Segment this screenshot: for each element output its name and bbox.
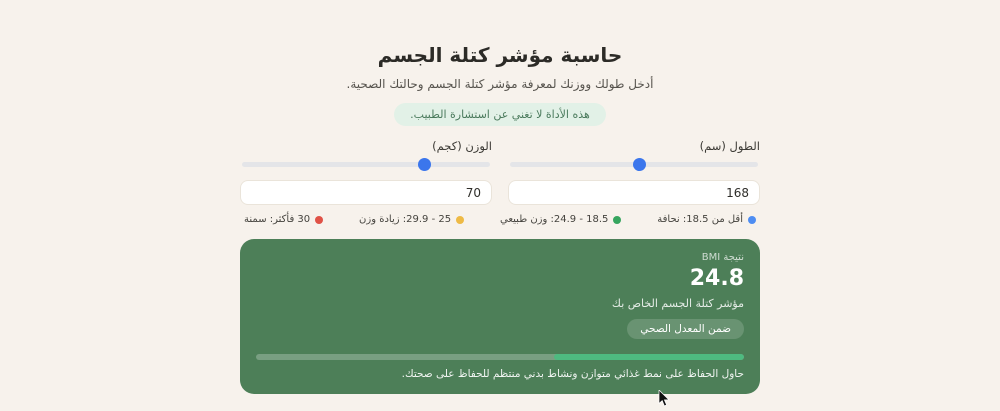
legend-item-normal: 18.5 - 24.9: وزن طبيعي bbox=[500, 214, 622, 226]
result-heading: نتيجة BMI bbox=[701, 252, 744, 263]
height-field: الطول (سم) bbox=[508, 139, 760, 205]
bmi-legend: أقل من 18.5: نحافة 18.5 - 24.9: وزن طبيع… bbox=[240, 214, 760, 226]
weight-input[interactable] bbox=[240, 180, 492, 205]
obese-dot-icon bbox=[315, 216, 324, 224]
legend-label: 18.5 - 24.9: وزن طبيعي bbox=[500, 214, 609, 225]
legend-label: 30 فأكثر: سمنة bbox=[244, 214, 311, 225]
overweight-dot-icon bbox=[456, 216, 465, 224]
height-input[interactable] bbox=[508, 180, 760, 205]
weight-slider-track[interactable] bbox=[242, 162, 490, 167]
normal-dot-icon bbox=[613, 216, 622, 224]
height-slider-thumb[interactable] bbox=[633, 158, 647, 171]
legend-item-overweight: 25 - 29.9: زيادة وزن bbox=[359, 214, 465, 226]
disclaimer-wrap: هذه الأداة لا تغني عن استشارة الطبيب. bbox=[240, 103, 760, 126]
legend-label: أقل من 18.5: نحافة bbox=[657, 214, 743, 225]
result-caption: مؤشر كتلة الجسم الخاص بك bbox=[611, 297, 744, 310]
height-label: الطول (سم) bbox=[699, 139, 760, 153]
input-fields-row: الطول (سم) الوزن (كجم) bbox=[240, 139, 760, 205]
mouse-cursor-icon bbox=[658, 390, 670, 407]
weight-field: الوزن (كجم) bbox=[240, 139, 492, 205]
bmi-result-card: نتيجة BMI 24.8 مؤشر كتلة الجسم الخاص بك … bbox=[240, 239, 760, 394]
underweight-dot-icon bbox=[748, 216, 756, 224]
page-subtitle: أدخل طولك ووزنك لمعرفة مؤشر كتلة الجسم و… bbox=[346, 77, 654, 91]
weight-slider[interactable] bbox=[240, 158, 492, 172]
bmi-calculator: حاسبة مؤشر كتلة الجسم أدخل طولك ووزنك لم… bbox=[240, 0, 760, 394]
advice-text: حاول الحفاظ على نمط غذائي متوازن ونشاط ب… bbox=[401, 368, 744, 380]
weight-label: الوزن (كجم) bbox=[432, 139, 492, 153]
bmi-progress-fill bbox=[553, 354, 744, 360]
weight-slider-thumb[interactable] bbox=[417, 158, 431, 171]
legend-item-obese: 30 فأكثر: سمنة bbox=[244, 214, 324, 226]
legend-item-underweight: أقل من 18.5: نحافة bbox=[657, 214, 756, 226]
page-title: حاسبة مؤشر كتلة الجسم bbox=[377, 43, 623, 67]
legend-label: 25 - 29.9: زيادة وزن bbox=[359, 214, 452, 225]
disclaimer-badge: هذه الأداة لا تغني عن استشارة الطبيب. bbox=[394, 103, 606, 126]
bmi-value: 24.8 bbox=[689, 266, 744, 291]
status-badge: ضمن المعدل الصحي bbox=[627, 319, 744, 339]
bmi-progress-bar bbox=[256, 354, 744, 360]
height-slider[interactable] bbox=[508, 158, 760, 172]
